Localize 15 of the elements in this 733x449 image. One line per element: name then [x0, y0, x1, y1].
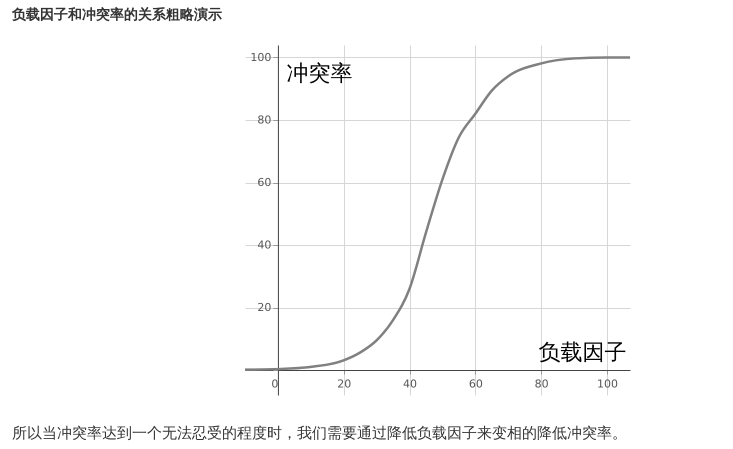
- x-axis-title: 负载因子: [538, 340, 626, 366]
- text: 所以当冲突率达到一个无法忍受的程度时，我们需要通过降低负载因子来变相的降低冲突率。: [12, 424, 627, 443]
- y-tick-label: 40: [257, 238, 272, 252]
- x-tick-label: 20: [337, 378, 352, 390]
- y-axis-title: 冲突率: [286, 62, 352, 86]
- y-tick-label: 60: [257, 176, 272, 189]
- x-tick-label: 0: [271, 378, 278, 390]
- x-tick-label: 100: [596, 378, 618, 390]
- y-tick-label: 80: [257, 114, 272, 126]
- x-tick-label: 60: [468, 378, 483, 390]
- text: 负载因子和冲突率的关系粗略演示: [12, 6, 222, 24]
- x-tick-label: 40: [403, 378, 418, 390]
- x-tick-label: 80: [534, 378, 549, 390]
- y-tick-label: 20: [257, 301, 272, 314]
- y-tick-label: 100: [250, 51, 272, 64]
